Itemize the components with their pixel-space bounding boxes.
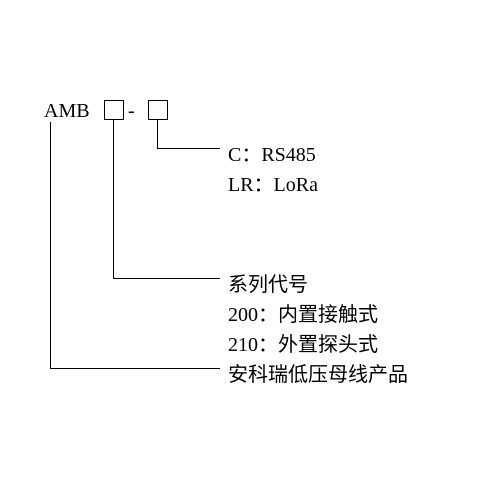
leader2-vline xyxy=(113,120,114,278)
leader3-vline xyxy=(50,122,51,368)
leader1-hline xyxy=(157,148,220,149)
code-dash: - xyxy=(128,100,135,123)
leader3-hline xyxy=(50,368,220,369)
leader1-label-0: C：RS485 xyxy=(228,138,316,167)
model-code-diagram: AMB - C：RS485 LR：LoRa 系列代号 200：内置接触式 210… xyxy=(0,0,500,500)
leader1-label-1: LR：LoRa xyxy=(228,168,318,197)
leader3-label-0: 安科瑞低压母线产品 xyxy=(228,358,408,387)
leader1-vline xyxy=(157,120,158,148)
leader2-hline xyxy=(113,278,220,279)
slot-series-box xyxy=(104,100,124,120)
code-prefix: AMB xyxy=(44,100,90,123)
leader2-label-1: 200：内置接触式 xyxy=(228,298,378,327)
slot-comm-box xyxy=(148,100,168,120)
leader2-label-0: 系列代号 xyxy=(228,268,308,297)
leader2-label-2: 210：外置探头式 xyxy=(228,328,378,357)
